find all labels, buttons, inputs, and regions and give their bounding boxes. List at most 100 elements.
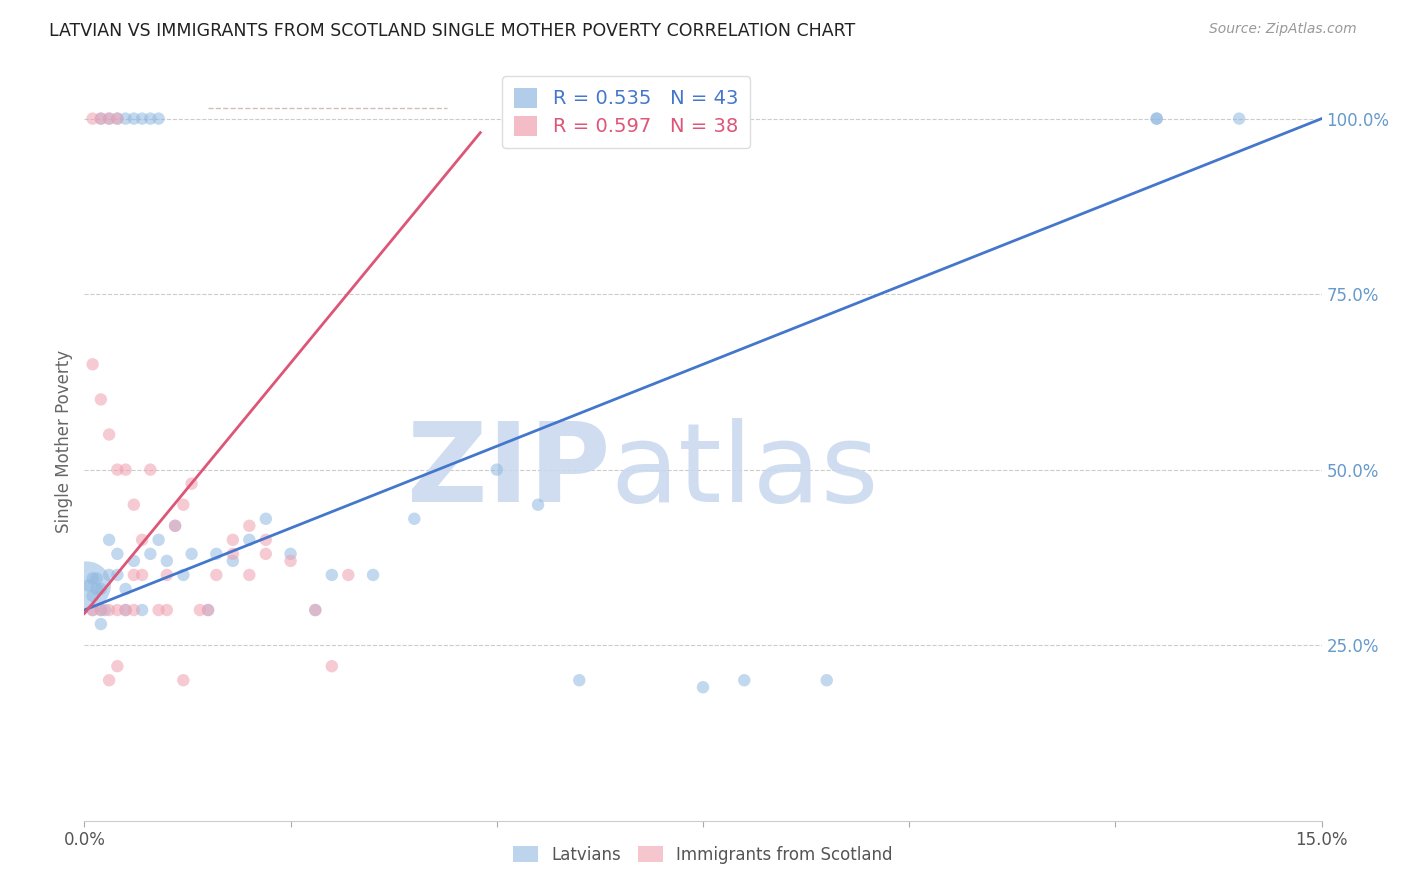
Point xyxy=(238,518,260,533)
Point xyxy=(131,112,153,126)
Text: atlas: atlas xyxy=(610,418,879,525)
Point xyxy=(90,392,112,407)
Point xyxy=(527,498,550,512)
Point xyxy=(197,603,219,617)
Point xyxy=(304,603,326,617)
Point xyxy=(254,533,277,547)
Point xyxy=(188,603,211,617)
Point xyxy=(82,357,104,371)
Point xyxy=(131,603,153,617)
Point xyxy=(122,498,145,512)
Point xyxy=(1146,112,1168,126)
Point xyxy=(337,568,360,582)
Point xyxy=(98,112,121,126)
Point xyxy=(105,603,128,617)
Point xyxy=(172,568,194,582)
Point xyxy=(90,603,112,617)
Point xyxy=(304,603,326,617)
Point xyxy=(76,578,98,592)
Point xyxy=(180,476,202,491)
Point xyxy=(692,680,714,694)
Point xyxy=(77,578,100,592)
Point xyxy=(172,673,194,688)
Point xyxy=(90,112,112,126)
Point xyxy=(98,427,121,442)
Point xyxy=(165,518,187,533)
Point xyxy=(254,512,277,526)
Y-axis label: Single Mother Poverty: Single Mother Poverty xyxy=(55,350,73,533)
Point xyxy=(205,568,228,582)
Point xyxy=(86,571,108,585)
Point xyxy=(86,582,108,596)
Point xyxy=(105,462,128,476)
Point xyxy=(122,568,145,582)
Point xyxy=(82,112,104,126)
Point xyxy=(815,673,838,688)
Point xyxy=(238,533,260,547)
Point xyxy=(90,582,112,596)
Point xyxy=(165,518,187,533)
Point xyxy=(222,554,245,568)
Point xyxy=(114,112,136,126)
Point xyxy=(205,547,228,561)
Text: ZIP: ZIP xyxy=(406,418,610,525)
Legend: R = 0.535   N = 43, R = 0.597   N = 38: R = 0.535 N = 43, R = 0.597 N = 38 xyxy=(502,76,749,148)
Point xyxy=(148,112,170,126)
Point xyxy=(148,603,170,617)
Point xyxy=(156,568,179,582)
Point xyxy=(105,112,128,126)
Point xyxy=(1227,112,1250,126)
Point xyxy=(238,568,260,582)
Point xyxy=(114,603,136,617)
Point xyxy=(82,571,104,585)
Point xyxy=(139,462,162,476)
Point xyxy=(131,533,153,547)
Text: LATVIAN VS IMMIGRANTS FROM SCOTLAND SINGLE MOTHER POVERTY CORRELATION CHART: LATVIAN VS IMMIGRANTS FROM SCOTLAND SING… xyxy=(49,22,855,40)
Point xyxy=(82,603,104,617)
Point xyxy=(105,547,128,561)
Point xyxy=(98,533,121,547)
Point xyxy=(98,673,121,688)
Point xyxy=(139,547,162,561)
Point xyxy=(156,603,179,617)
Point xyxy=(156,554,179,568)
Point xyxy=(98,568,121,582)
Point xyxy=(568,673,591,688)
Legend: Latvians, Immigrants from Scotland: Latvians, Immigrants from Scotland xyxy=(506,839,900,871)
Point xyxy=(222,547,245,561)
Point xyxy=(98,603,121,617)
Point xyxy=(98,112,121,126)
Point xyxy=(114,582,136,596)
Point xyxy=(114,603,136,617)
Point xyxy=(280,554,302,568)
Point xyxy=(82,603,104,617)
Text: Source: ZipAtlas.com: Source: ZipAtlas.com xyxy=(1209,22,1357,37)
Point xyxy=(90,603,112,617)
Point xyxy=(1146,112,1168,126)
Point xyxy=(114,462,136,476)
Point xyxy=(105,112,128,126)
Point xyxy=(321,568,343,582)
Point xyxy=(139,112,162,126)
Point xyxy=(321,659,343,673)
Point xyxy=(122,603,145,617)
Point xyxy=(90,112,112,126)
Point xyxy=(404,512,426,526)
Point xyxy=(122,554,145,568)
Point xyxy=(254,547,277,561)
Point xyxy=(172,498,194,512)
Point xyxy=(361,568,384,582)
Point xyxy=(131,568,153,582)
Point xyxy=(180,547,202,561)
Point xyxy=(222,533,245,547)
Point xyxy=(90,617,112,632)
Point xyxy=(280,547,302,561)
Point xyxy=(94,603,117,617)
Point xyxy=(197,603,219,617)
Point xyxy=(148,533,170,547)
Point xyxy=(122,112,145,126)
Point xyxy=(485,462,508,476)
Point xyxy=(82,589,104,603)
Point xyxy=(733,673,755,688)
Point xyxy=(105,659,128,673)
